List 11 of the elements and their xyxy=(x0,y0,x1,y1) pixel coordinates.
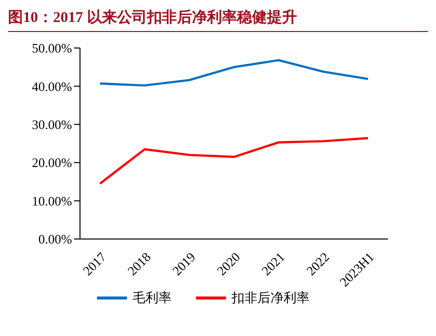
line-series xyxy=(98,59,370,87)
y-tick-label: 50.00% xyxy=(32,40,72,56)
y-tick-label: 10.00% xyxy=(32,193,72,208)
y-tick-label: 0.00% xyxy=(38,232,72,247)
y-tick-label: 20.00% xyxy=(32,155,72,170)
line-series xyxy=(98,137,370,185)
chart-title: 图10：2017 以来公司扣非后净利率稳健提升 xyxy=(8,8,428,32)
y-tick-label: 30.00% xyxy=(32,117,72,132)
y-tick-label: 40.00% xyxy=(32,78,72,94)
legend-label: 扣非后净利率 xyxy=(232,289,310,307)
legend-label: 毛利率 xyxy=(132,289,172,307)
